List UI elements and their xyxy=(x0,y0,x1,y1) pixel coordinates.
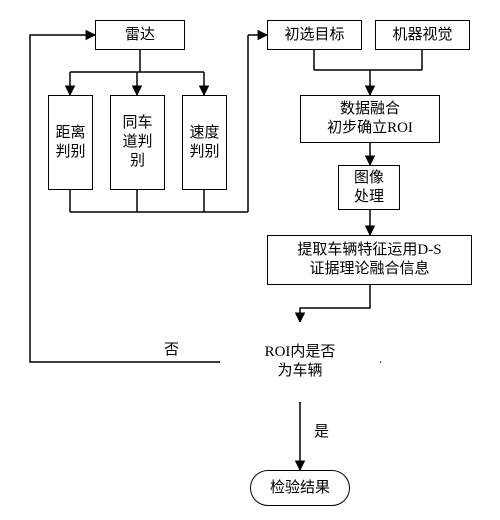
node-result-label: 检验结果 xyxy=(270,479,330,498)
edge-label-no: 否 xyxy=(162,338,181,359)
node-result: 检验结果 xyxy=(250,470,350,506)
node-lane: 同车道判别 xyxy=(110,95,165,190)
edge-label-yes: 是 xyxy=(312,420,331,441)
node-radar: 雷达 xyxy=(95,20,185,50)
edge-label-yes-text: 是 xyxy=(314,424,329,440)
node-lane-label: 同车道判别 xyxy=(123,114,153,170)
node-preselect-label: 初选目标 xyxy=(284,26,344,45)
node-dist: 距离判别 xyxy=(48,95,93,190)
node-radar-label: 雷达 xyxy=(125,26,155,45)
node-vision: 机器视觉 xyxy=(375,20,470,50)
node-speed-label: 速度判别 xyxy=(190,124,220,162)
node-speed: 速度判别 xyxy=(182,95,227,190)
node-imgproc: 图像 处理 xyxy=(338,165,400,210)
node-ds-label: 提取车辆特征运用D-S 证据理论融合信息 xyxy=(297,241,441,279)
node-ds: 提取车辆特征运用D-S 证据理论融合信息 xyxy=(267,235,472,285)
node-decision-label: ROI内是否 为车辆 xyxy=(220,343,380,382)
node-preselect: 初选目标 xyxy=(267,20,362,50)
edge-label-no-text: 否 xyxy=(164,342,179,358)
node-decision: ROI内是否 为车辆 xyxy=(220,322,380,402)
node-imgproc-label: 图像 处理 xyxy=(354,169,384,207)
node-fusion: 数据融合 初步确立ROI xyxy=(300,95,440,143)
node-dist-label: 距离判别 xyxy=(56,124,86,162)
node-fusion-label: 数据融合 初步确立ROI xyxy=(327,100,413,138)
node-vision-label: 机器视觉 xyxy=(392,26,452,45)
